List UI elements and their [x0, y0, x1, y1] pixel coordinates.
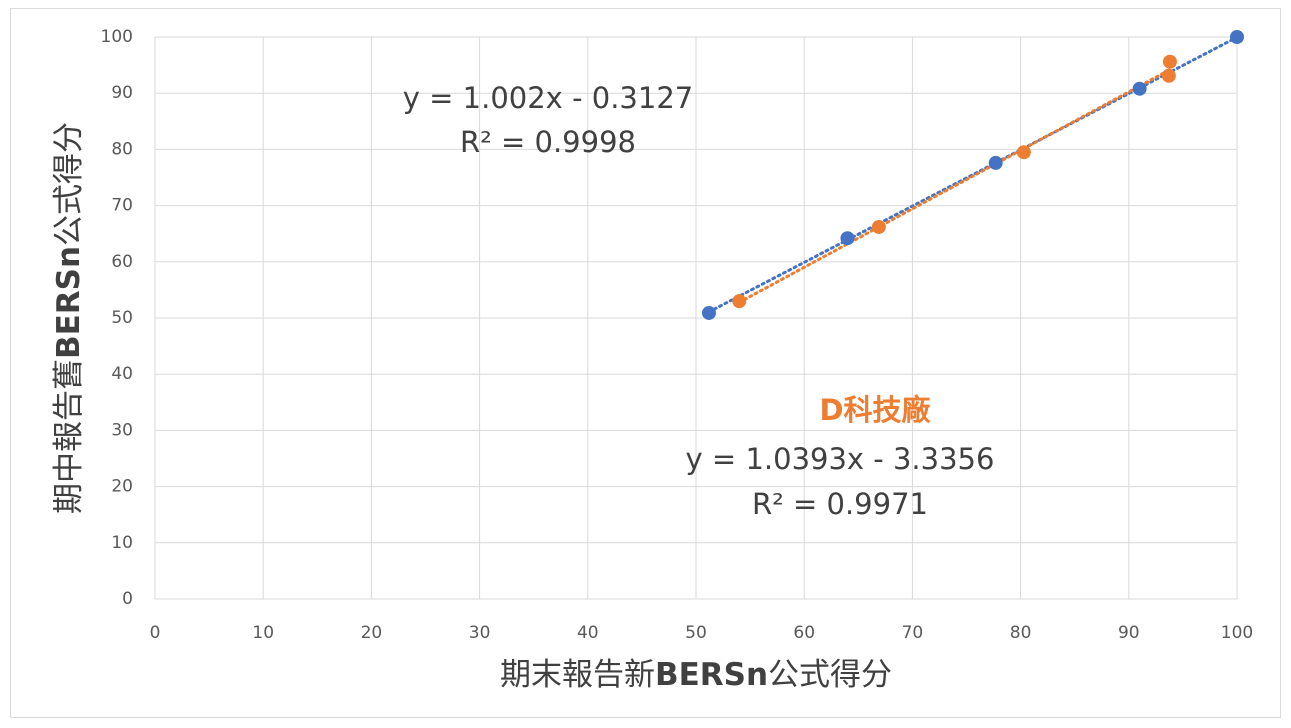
x-axis-title: 期末報告新BERSn公式得分	[500, 657, 892, 693]
point	[988, 155, 1003, 170]
trendline-r2: R² = 0.9998	[460, 125, 636, 159]
x-tick-label: 40	[577, 623, 599, 643]
trendline-equation: y = 1.002x - 0.3127	[403, 81, 693, 115]
y-tick-label: 20	[111, 477, 133, 497]
x-tick-label: 70	[902, 623, 924, 643]
y-tick-label: 30	[111, 420, 133, 440]
point	[732, 294, 747, 309]
x-tick-label: 50	[685, 623, 707, 643]
axis-title-part: 期末報告新	[500, 657, 655, 693]
y-tick-label: 90	[111, 83, 133, 103]
y-tick-label: 80	[111, 139, 133, 159]
axis-title-part: 期中報告舊	[51, 359, 87, 514]
axis-title-part: 公式得分	[768, 657, 892, 693]
trendline	[707, 35, 1239, 314]
y-tick-label: 60	[111, 252, 133, 272]
trendline-r2: R² = 0.9971	[752, 487, 928, 521]
point	[701, 305, 716, 320]
axis-title-part: BERSn	[655, 657, 768, 693]
point	[1161, 68, 1176, 83]
y-tick-label: 100	[101, 27, 133, 47]
series-label: D科技廠	[819, 393, 930, 427]
axis-title-part: BERSn	[51, 246, 87, 359]
y-tick-label: 0	[122, 589, 133, 609]
x-tick-label: 30	[469, 623, 491, 643]
trendline-equation: y = 1.0393x - 3.3356	[686, 442, 995, 476]
y-axis-title: 期中報告舊BERSn公式得分	[51, 122, 87, 514]
x-tick-label: 60	[793, 623, 815, 643]
point	[1016, 145, 1031, 160]
x-tick-label: 10	[252, 623, 274, 643]
x-tick-label: 20	[361, 623, 383, 643]
x-tick-label: 90	[1118, 623, 1140, 643]
y-tick-label: 50	[111, 308, 133, 328]
x-tick-label: 0	[150, 623, 161, 643]
y-tick-label: 10	[111, 533, 133, 553]
axis-title-part: 公式得分	[51, 122, 87, 246]
point	[1162, 54, 1177, 69]
trendline	[737, 68, 1172, 304]
point	[840, 231, 855, 246]
point	[871, 219, 886, 234]
y-tick-label: 40	[111, 364, 133, 384]
point	[1230, 30, 1244, 44]
point	[1132, 81, 1147, 96]
y-tick-label: 70	[111, 196, 133, 216]
x-tick-label: 80	[1010, 623, 1032, 643]
x-tick-label: 100	[1221, 623, 1253, 643]
